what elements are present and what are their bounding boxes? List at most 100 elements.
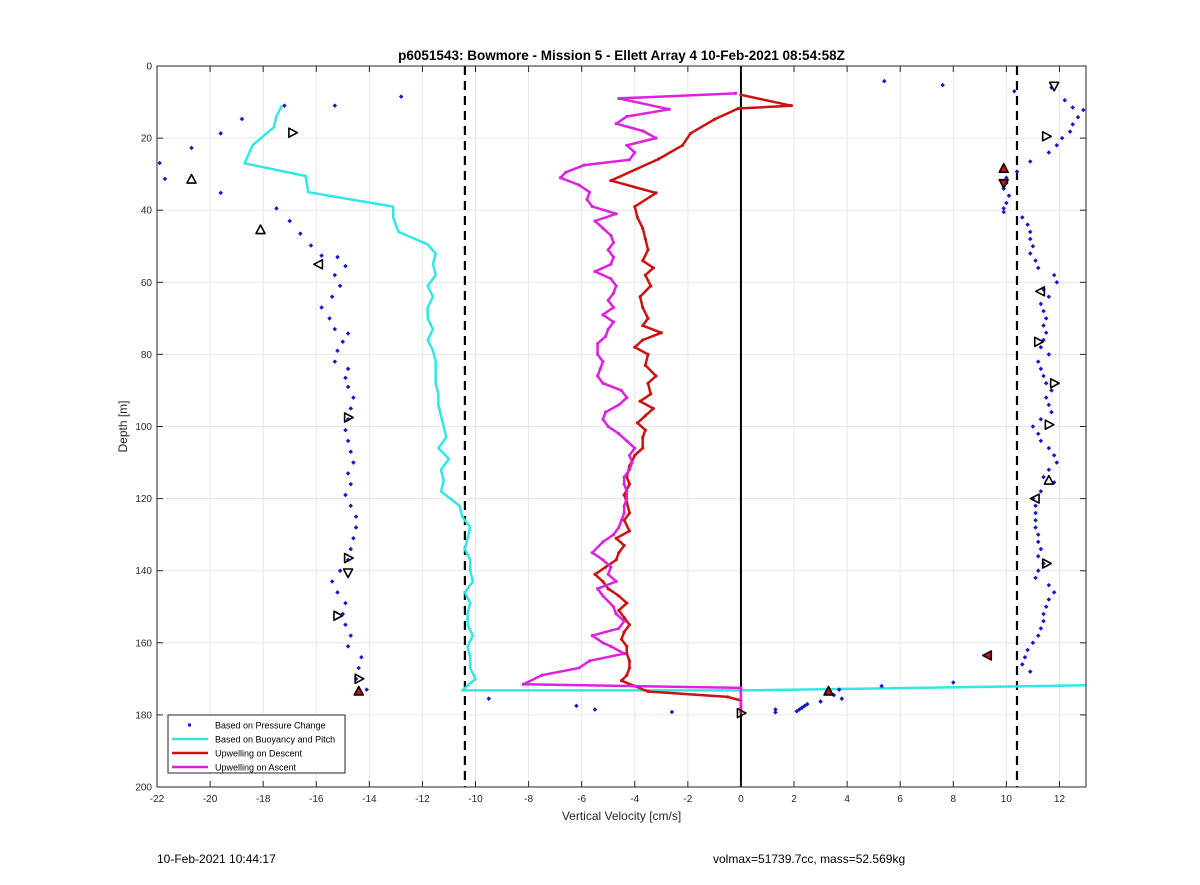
data-point-descent (622, 493, 626, 497)
data-point-descent (641, 446, 645, 450)
data-point-descent (627, 659, 632, 663)
data-point-ascent (588, 190, 592, 194)
x-tick-label: 10 (1001, 794, 1013, 805)
data-point-pressure (345, 644, 351, 649)
data-point-pressure (1041, 618, 1046, 624)
data-point-pressure (345, 384, 351, 390)
data-point-descent (641, 226, 645, 230)
data-point-descent (649, 284, 653, 288)
data-point-ascent (582, 163, 586, 167)
data-point-pressure (1041, 323, 1046, 328)
data-point-ascent (625, 114, 629, 119)
glider-attitude-marker (1041, 558, 1052, 569)
x-tick-label: -16 (309, 794, 324, 805)
data-point-pressure (348, 449, 354, 454)
data-point-ascent (625, 439, 629, 443)
series-line-ascent (522, 92, 743, 708)
data-point-ascent (588, 659, 592, 663)
data-point-pressure (343, 492, 348, 498)
data-point-descent (617, 594, 621, 598)
x-tick-label: -22 (150, 794, 165, 805)
data-point-pressure (329, 294, 335, 299)
data-point-descent (646, 316, 650, 320)
data-point-ascent (614, 612, 618, 616)
data-point-pressure (343, 263, 348, 269)
data-point-descent (657, 157, 661, 161)
data-point-pressure (345, 366, 351, 372)
data-point-pressure (1054, 280, 1060, 285)
data-point-pressure (486, 696, 492, 701)
glider-attitude-marker (998, 178, 1010, 189)
data-point-ascent (601, 226, 605, 230)
data-point-pressure (1062, 97, 1068, 103)
data-point-ascent (606, 248, 610, 252)
data-point-pressure (1041, 474, 1046, 480)
y-tick-label: 120 (135, 494, 152, 505)
data-point-pressure (356, 665, 361, 671)
glider-attitude-marker (313, 258, 324, 270)
data-point-descent (789, 104, 793, 108)
x-tick-label: 12 (1054, 794, 1066, 805)
data-point-ascent (606, 424, 610, 429)
data-point-pressure (1033, 517, 1038, 523)
data-point-ascent (617, 403, 621, 407)
data-point-ascent (611, 533, 616, 537)
data-point-ascent (609, 565, 613, 569)
data-point-descent (643, 414, 647, 418)
data-point-descent (617, 608, 621, 612)
data-point-ascent (619, 518, 624, 522)
data-point-pressure (1022, 654, 1028, 660)
data-point-pressure (1046, 294, 1052, 299)
data-point-ascent (617, 525, 621, 530)
data-point-ascent (598, 367, 602, 371)
data-point-descent (688, 131, 693, 136)
data-point-ascent (577, 666, 581, 670)
data-point-ascent (611, 320, 616, 324)
data-point-ascent (622, 511, 626, 515)
y-tick-label: 100 (135, 422, 152, 433)
data-point-descent (646, 381, 650, 385)
data-point-descent (635, 421, 640, 425)
data-point-descent (622, 543, 626, 548)
data-point-ascent (614, 212, 618, 216)
data-point-descent (680, 143, 685, 147)
data-point-pressure (1020, 662, 1025, 667)
x-axis-label: Vertical Velocity [cm/s] (562, 809, 681, 823)
data-point-ascent (734, 91, 738, 95)
y-tick-label: 200 (135, 783, 152, 794)
data-point-ascent (622, 619, 626, 623)
data-point-descent (627, 666, 632, 670)
data-point-pressure (1054, 460, 1060, 465)
data-point-ascent (630, 460, 634, 465)
data-point-ascent (654, 136, 658, 140)
data-point-ascent (521, 682, 525, 686)
data-point-pressure (337, 283, 343, 289)
x-tick-label: -6 (577, 794, 586, 805)
data-point-ascent (564, 170, 568, 174)
data-point-descent (654, 191, 658, 195)
data-point-ascent (606, 327, 610, 331)
data-point-descent (625, 601, 629, 605)
data-point-descent (646, 248, 650, 252)
data-point-ascent (606, 572, 610, 576)
glider-attitude-marker (1041, 130, 1052, 142)
data-point-pressure (1043, 330, 1049, 336)
data-point-pressure (1030, 243, 1036, 249)
data-point-pressure (351, 460, 356, 465)
data-point-pressure (1030, 424, 1036, 429)
glider-attitude-marker (1043, 474, 1055, 485)
data-point-ascent (577, 183, 581, 187)
data-point-ascent (609, 277, 613, 281)
data-point-pressure (348, 633, 354, 638)
data-point-pressure (1059, 135, 1065, 141)
glider-attitude-marker (255, 224, 266, 235)
data-point-ascent (739, 686, 743, 690)
data-point-ascent (611, 305, 616, 310)
data-point-descent (712, 117, 717, 121)
data-point-ascent (601, 417, 605, 421)
data-point-ascent (622, 482, 626, 486)
data-point-pressure (332, 272, 338, 278)
y-tick-label: 0 (146, 62, 152, 73)
data-point-ascent (596, 341, 600, 346)
footer-vehicle-info: volmax=51739.7cc, mass=52.569kg (713, 852, 906, 866)
